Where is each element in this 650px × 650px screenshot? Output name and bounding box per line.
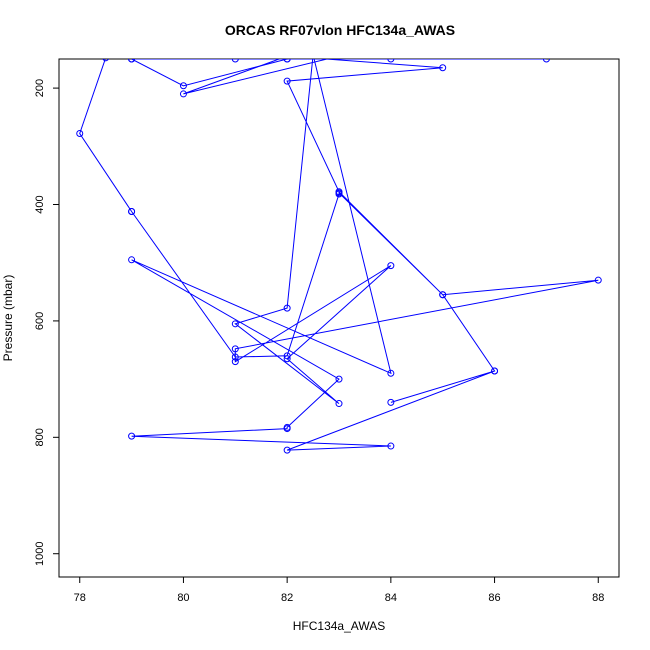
data-point — [283, 304, 291, 312]
x-axis: 78 80 82 84 86 88 — [74, 577, 604, 604]
data-point — [439, 291, 447, 299]
y-tick-label: 200 — [34, 79, 46, 97]
data-point — [179, 82, 187, 90]
data-point — [283, 355, 291, 363]
data-point — [542, 59, 550, 63]
x-tick-label: 80 — [177, 592, 189, 604]
data-point — [179, 90, 187, 98]
data-point — [283, 425, 291, 433]
chart-title: ORCAS RF07vlon HFC134a_AWAS — [225, 22, 455, 38]
data-point — [283, 59, 291, 63]
data-point — [439, 64, 447, 72]
data-point — [283, 446, 291, 454]
x-tick-label: 86 — [488, 592, 500, 604]
data-point — [102, 59, 109, 62]
data-point — [594, 276, 602, 284]
y-axis: 200 400 600 800 1000 — [34, 79, 59, 566]
data-point — [231, 345, 239, 353]
plot-frame — [58, 58, 620, 578]
data-point — [491, 367, 499, 375]
data-point — [128, 207, 136, 215]
data-point — [335, 375, 343, 383]
data-point — [231, 320, 239, 328]
x-tick-label: 88 — [592, 592, 604, 604]
data-point — [231, 59, 239, 63]
data-point — [387, 262, 395, 270]
series-layer — [76, 52, 602, 454]
data-point — [231, 353, 239, 361]
data-point — [337, 59, 341, 60]
y-tick-label: 1000 — [34, 541, 46, 565]
x-tick-label: 78 — [74, 592, 86, 604]
y-tick-label: 600 — [34, 312, 46, 330]
x-tick-label: 82 — [281, 592, 293, 604]
data-point — [283, 77, 291, 85]
series-line — [131, 59, 288, 87]
data-point — [128, 59, 136, 63]
data-point — [283, 352, 291, 360]
data-point — [335, 190, 343, 198]
x-axis-label: HFC134a_AWAS — [293, 619, 385, 633]
data-point — [128, 256, 136, 264]
data-point — [231, 358, 239, 366]
data-point — [387, 442, 395, 450]
x-tick-label: 84 — [385, 592, 397, 604]
y-axis-label: Pressure (mbar) — [1, 275, 15, 362]
data-point — [387, 369, 395, 377]
data-point — [310, 52, 316, 58]
y-tick-label: 400 — [34, 195, 46, 213]
series-line — [79, 59, 599, 451]
data-point — [285, 59, 290, 60]
data-point — [335, 400, 343, 408]
y-tick-label: 800 — [34, 428, 46, 446]
data-point — [387, 59, 395, 63]
data-point — [128, 432, 136, 440]
data-point — [387, 398, 395, 406]
data-point — [76, 129, 84, 137]
